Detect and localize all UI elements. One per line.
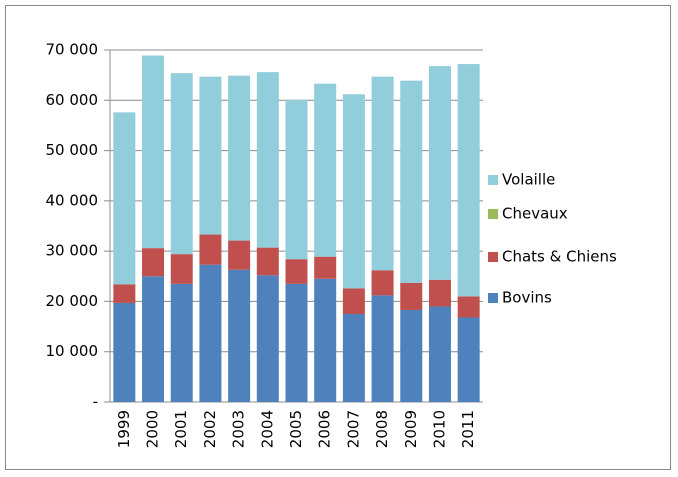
x-tick-label: 2002 xyxy=(201,410,219,448)
bar-segment xyxy=(256,275,279,402)
x-tick-label: 2006 xyxy=(316,410,334,448)
bar-segment xyxy=(428,279,451,307)
bar-segment xyxy=(428,66,451,280)
legend-swatch xyxy=(488,252,498,262)
bar-segment xyxy=(228,269,251,402)
legend-label: Volaille xyxy=(502,171,555,189)
y-tick-label: 10 000 xyxy=(46,342,99,360)
x-tick-label: 2003 xyxy=(230,410,248,448)
bar-segment xyxy=(400,80,423,283)
y-tick-label: 20 000 xyxy=(46,292,99,310)
bar-segment xyxy=(285,283,308,402)
x-tick-label: 1999 xyxy=(115,410,133,448)
x-tick-label: 2011 xyxy=(459,410,477,448)
bar-segment xyxy=(457,64,480,297)
legend-swatch xyxy=(488,175,498,185)
x-tick-label: 2000 xyxy=(144,410,162,448)
x-tick-label: 2007 xyxy=(344,410,362,448)
bar-segment xyxy=(457,296,480,318)
bar-segment xyxy=(170,283,193,402)
bar-segment xyxy=(371,76,394,271)
bar-segment xyxy=(113,284,136,303)
x-tick-label: 2005 xyxy=(287,410,305,448)
y-tick-label: 60 000 xyxy=(46,91,99,109)
bar-segment xyxy=(285,99,308,260)
bar-segment xyxy=(199,264,222,402)
bar-segment xyxy=(314,256,337,279)
y-tick-label: 40 000 xyxy=(46,191,99,209)
bar-segment xyxy=(428,306,451,402)
y-tick-label: 70 000 xyxy=(46,41,99,59)
legend-label: Bovins xyxy=(502,289,552,307)
bar-segment xyxy=(371,270,394,296)
x-tick-label: 2010 xyxy=(430,410,448,448)
legend-swatch xyxy=(488,209,498,219)
bar-segment xyxy=(228,240,251,270)
bar-segment xyxy=(142,55,165,249)
bar-segment xyxy=(228,75,251,241)
bar-segment xyxy=(142,248,165,277)
bar-segment xyxy=(256,247,279,276)
bar-segment xyxy=(199,76,222,235)
bar-segment xyxy=(400,282,423,310)
bar-segment xyxy=(342,288,365,314)
chart-border xyxy=(5,5,671,470)
x-tick-label: 2001 xyxy=(172,410,190,448)
x-tick-label: 2009 xyxy=(402,410,420,448)
bar-segment xyxy=(314,278,337,402)
y-tick-label: - xyxy=(93,393,98,411)
bar-segment xyxy=(342,314,365,402)
y-tick-label: 50 000 xyxy=(46,141,99,159)
legend-label: Chats & Chiens xyxy=(502,248,617,266)
bar-segment xyxy=(457,317,480,402)
bar-segment xyxy=(342,94,365,289)
bar-segment xyxy=(371,295,394,402)
bar-segment xyxy=(400,309,423,402)
bar-segment xyxy=(113,302,136,402)
bar-segment xyxy=(170,73,193,255)
x-tick-label: 2008 xyxy=(373,410,391,448)
bar-segment xyxy=(170,254,193,284)
bar-segment xyxy=(142,276,165,402)
legend-label: Chevaux xyxy=(502,205,568,223)
y-tick-label: 30 000 xyxy=(46,242,99,260)
x-tick-label: 2004 xyxy=(258,410,276,448)
bar-segment xyxy=(113,112,136,285)
bar-segment xyxy=(285,259,308,284)
legend-swatch xyxy=(488,293,498,303)
bar-segment xyxy=(314,83,337,257)
bar-segment xyxy=(256,72,279,248)
bar-segment xyxy=(199,234,222,265)
